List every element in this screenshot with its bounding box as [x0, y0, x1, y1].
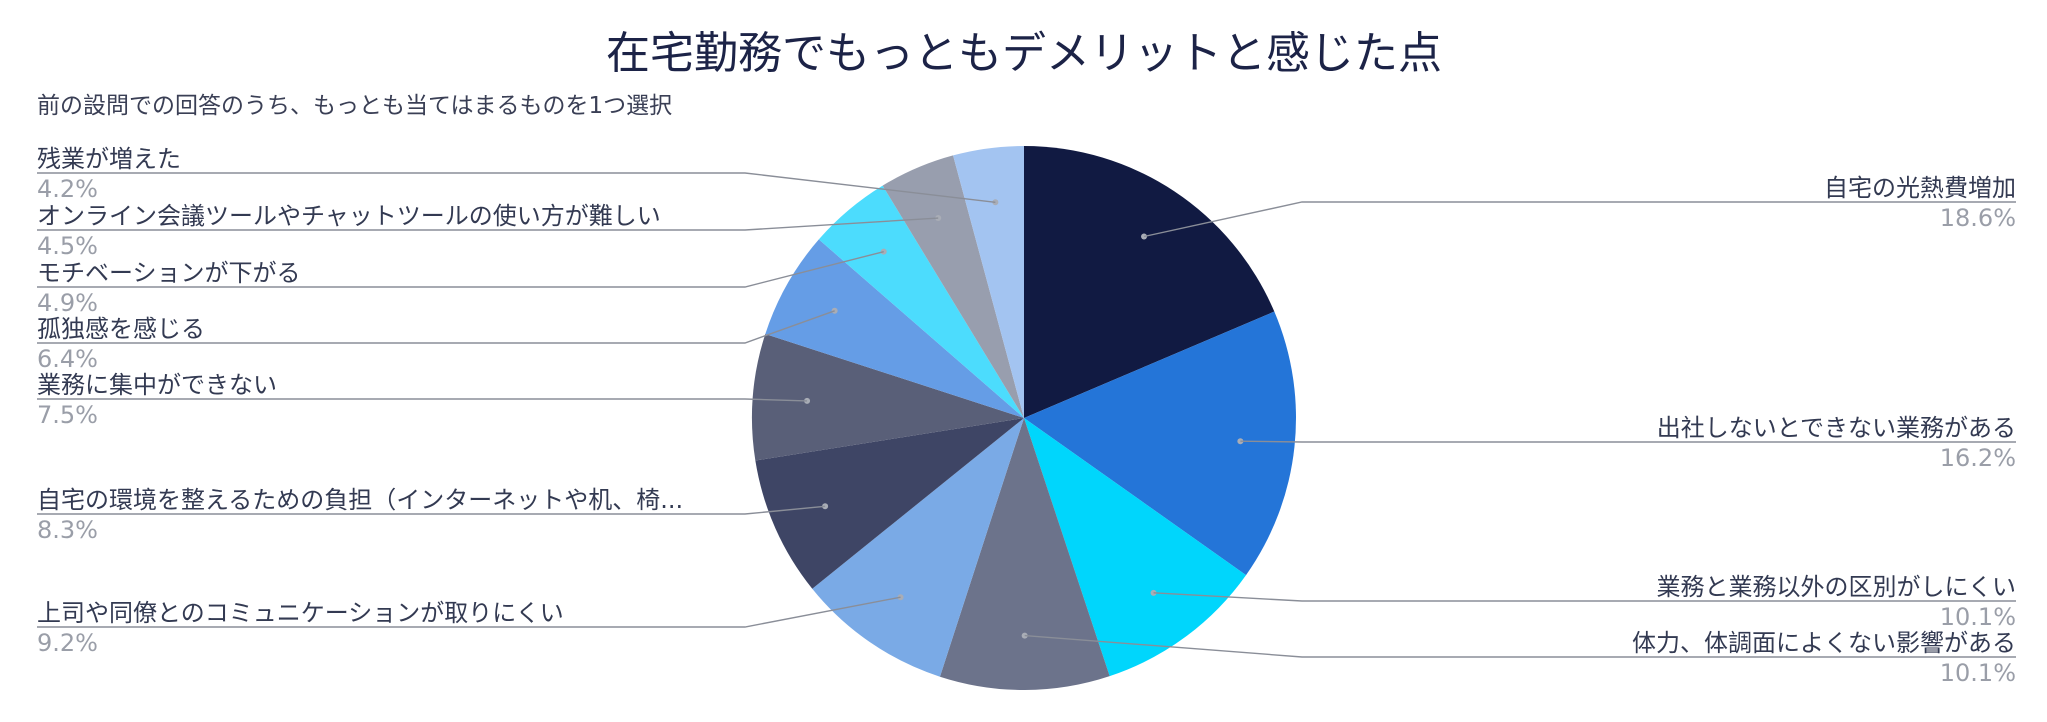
pie-slice — [1024, 311, 1296, 576]
slice-value: 4.5% — [37, 232, 98, 260]
slice-label: オンライン会議ツールやチャットツールの使い方が難しい — [37, 202, 661, 230]
leader-line — [37, 310, 835, 344]
slice-value: 10.1% — [1940, 659, 2016, 687]
slice-label: 出社しないとできない業務がある — [1657, 414, 2016, 442]
leader-line — [1024, 634, 2016, 658]
pie-slice — [953, 146, 1024, 418]
slice-value: 16.2% — [1940, 444, 2016, 472]
slice-value: 8.3% — [37, 516, 98, 544]
pie-slice — [812, 418, 1024, 677]
leader-line — [37, 596, 901, 628]
pie-slice — [818, 185, 1024, 418]
slice-label: 残業が増えた — [37, 145, 181, 173]
slice-value: 4.2% — [37, 175, 98, 203]
pie-slice — [1024, 418, 1247, 677]
slice-label: モチベーションが下がる — [37, 259, 301, 287]
leader-line — [1143, 201, 2016, 238]
slice-label: 孤独感を感じる — [37, 315, 205, 343]
slice-label: 自宅の光熱費増加 — [1824, 174, 2016, 202]
slice-value: 18.6% — [1940, 204, 2016, 232]
pie-slice — [882, 155, 1024, 419]
leader-line — [37, 172, 996, 203]
chart-subtitle: 前の設問での回答のうち、もっとも当てはまるものを1つ選択 — [37, 93, 672, 119]
slice-label: 自宅の環境を整えるための負担（インターネットや机、椅... — [37, 486, 683, 514]
slice-value: 4.9% — [37, 289, 98, 317]
slice-label: 業務に集中ができない — [37, 371, 277, 399]
slice-value: 9.2% — [37, 629, 98, 657]
slice-value: 10.1% — [1940, 603, 2016, 631]
slice-label: 業務と業務以外の区別がしにくい — [1656, 573, 2016, 601]
pie-slice — [1024, 146, 1275, 418]
pie-slice — [752, 333, 1024, 461]
leader-line — [37, 250, 884, 288]
leader-line — [37, 398, 808, 402]
slice-value: 7.5% — [37, 401, 98, 429]
pie-slice — [765, 239, 1024, 418]
chart-title: 在宅勤務でもっともデメリットと感じた点 — [606, 28, 1442, 79]
slice-value: 6.4% — [37, 345, 98, 373]
pie-slice — [939, 418, 1110, 690]
leader-line — [37, 505, 826, 515]
slice-label: 上司や同僚とのコミュニケーションが取りにくい — [37, 599, 564, 627]
leader-line — [1240, 440, 2016, 443]
pie-slice — [755, 418, 1024, 589]
pie-slices — [752, 146, 1296, 690]
leader-lines — [37, 172, 2016, 658]
leader-line — [37, 217, 939, 231]
leader-line — [1153, 592, 2016, 602]
slice-label: 体力、体調面によくない影響がある — [1632, 629, 2016, 657]
